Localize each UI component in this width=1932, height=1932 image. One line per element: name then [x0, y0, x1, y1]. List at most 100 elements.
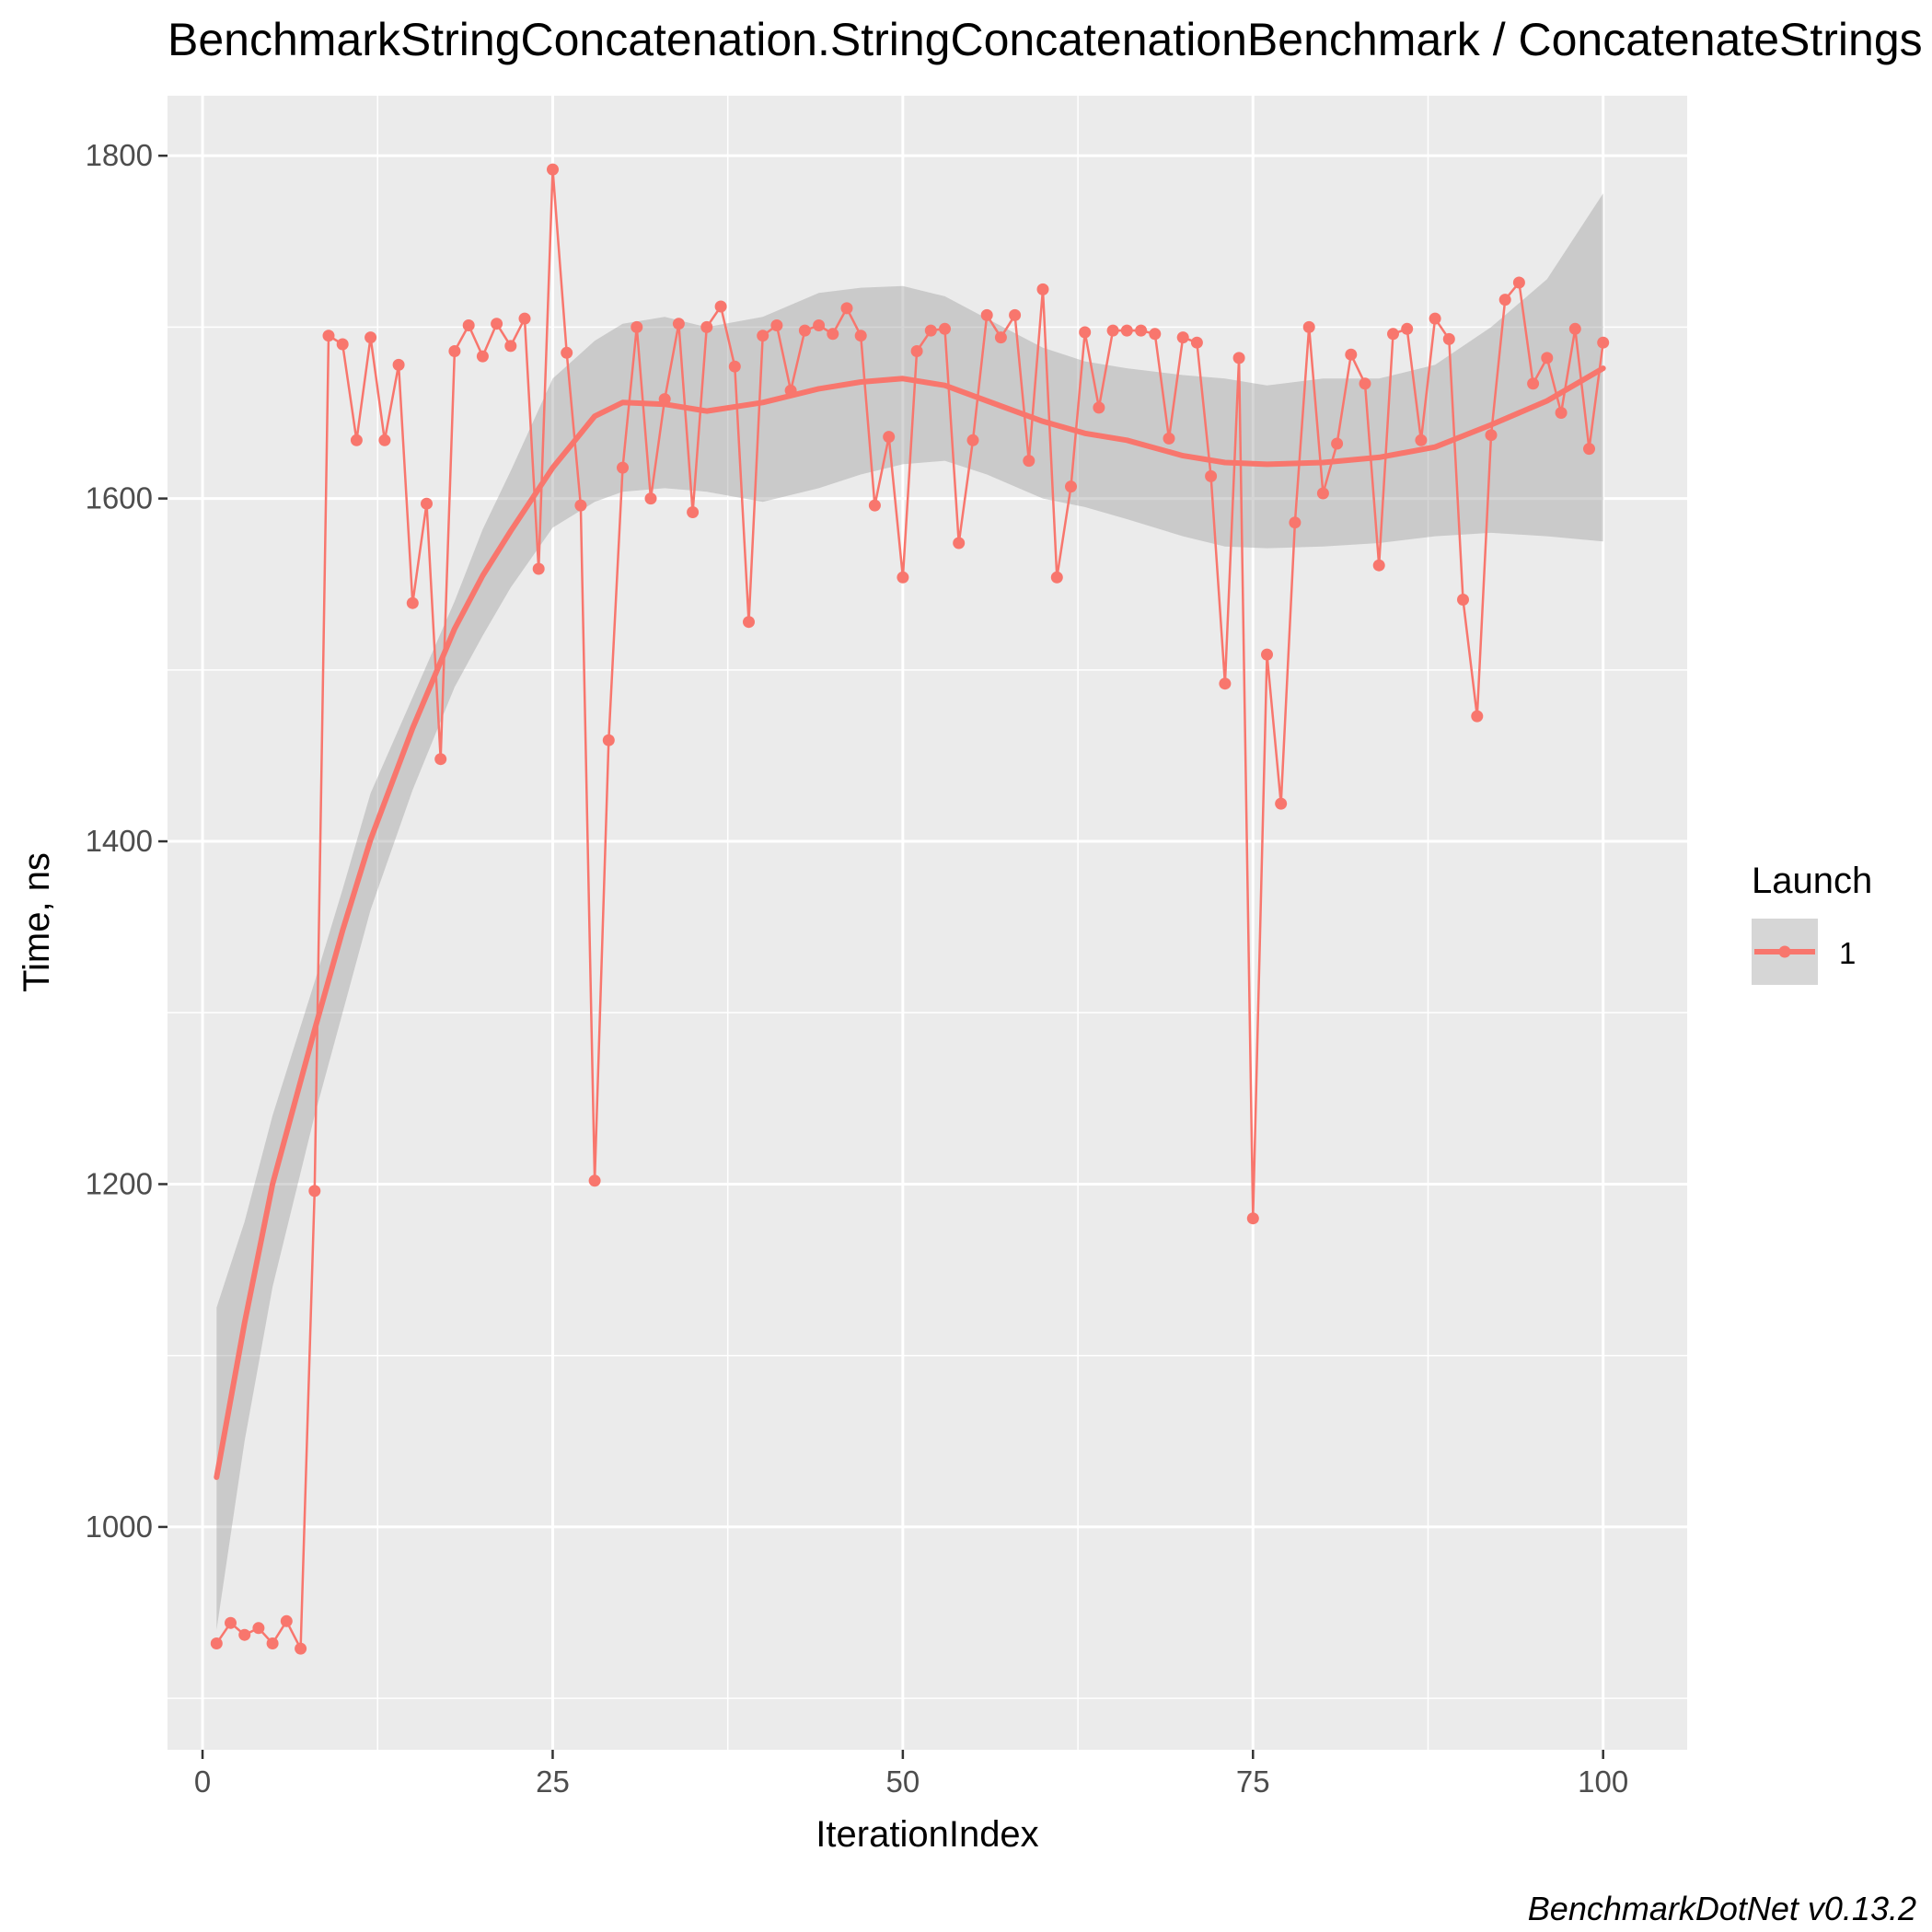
data-point [910, 345, 923, 357]
series-points [210, 163, 1610, 1655]
grid-major [168, 96, 1687, 1750]
data-point [434, 753, 447, 766]
data-point [1359, 377, 1371, 390]
data-point [252, 1622, 265, 1635]
y-tick-label: 1800 [86, 138, 153, 172]
data-point [532, 562, 545, 575]
data-point [1176, 331, 1189, 344]
data-point [1120, 324, 1133, 337]
data-point [574, 499, 587, 512]
data-point [953, 537, 966, 550]
data-point [1023, 455, 1035, 468]
data-point [295, 1642, 307, 1655]
data-point [939, 322, 951, 335]
data-point [266, 1637, 279, 1649]
data-point [743, 616, 755, 629]
data-point [406, 596, 419, 609]
series-line [215, 168, 1604, 1650]
data-point [421, 497, 433, 510]
data-point [378, 434, 391, 446]
data-point [1555, 407, 1568, 419]
data-point [1149, 328, 1162, 341]
data-point [1372, 559, 1385, 572]
data-point [1261, 648, 1273, 661]
x-tick-label: 0 [194, 1764, 211, 1799]
data-point [1009, 308, 1022, 321]
data-point [631, 320, 643, 333]
data-point [491, 318, 503, 330]
data-point [1275, 797, 1288, 810]
x-tick-label: 100 [1578, 1764, 1628, 1799]
y-axis: 1000 1200 1400 1600 1800 [86, 138, 168, 1544]
data-point [1568, 322, 1581, 335]
data-point [1498, 294, 1511, 307]
data-point [1246, 1212, 1259, 1225]
plot-panel [168, 96, 1687, 1750]
data-point [994, 331, 1007, 344]
y-axis-title: Time, ns [17, 852, 57, 992]
data-point [644, 492, 657, 505]
data-point [1232, 352, 1245, 364]
data-point [518, 312, 531, 325]
data-point [728, 360, 741, 373]
y-tick-label: 1400 [86, 824, 153, 858]
smooth-trend-line [214, 365, 1606, 1480]
data-point [1289, 516, 1301, 529]
data-point [617, 461, 629, 474]
y-tick-label: 1200 [86, 1166, 153, 1200]
data-point [924, 324, 937, 337]
y-tick-label: 1000 [86, 1510, 153, 1544]
data-point [1512, 276, 1525, 289]
data-point [1219, 677, 1232, 690]
data-point [1093, 401, 1105, 414]
data-point [798, 324, 811, 337]
chart-title: BenchmarkStringConcatenation.StringConca… [168, 14, 1923, 65]
data-point [392, 358, 405, 371]
data-point [658, 393, 671, 406]
data-point [1429, 312, 1441, 325]
data-point [1302, 320, 1315, 333]
data-point [547, 163, 559, 176]
data-point [813, 319, 826, 331]
chart-caption: BenchmarkDotNet v0.13.2 [1528, 1890, 1916, 1927]
data-point [350, 434, 363, 446]
x-tick-label: 75 [1236, 1764, 1270, 1799]
data-point [462, 319, 475, 331]
data-point [897, 571, 909, 584]
data-point [827, 328, 839, 341]
data-point [561, 346, 573, 359]
data-point [1050, 571, 1063, 584]
data-point [1331, 437, 1344, 450]
data-point [336, 338, 349, 351]
data-point [1597, 336, 1610, 349]
y-tick-label: 1600 [86, 481, 153, 515]
data-point [1163, 432, 1175, 445]
legend-key-point [1778, 945, 1791, 958]
data-point [854, 330, 867, 342]
data-point [602, 734, 615, 746]
x-tick-label: 50 [886, 1764, 920, 1799]
data-point [1527, 377, 1540, 390]
legend: Launch 1 [1752, 861, 1872, 985]
data-point [714, 300, 727, 313]
data-point [1316, 487, 1329, 500]
data-point [504, 340, 517, 353]
data-point [672, 318, 685, 330]
data-point [980, 308, 993, 321]
data-point [784, 384, 797, 397]
data-point [476, 350, 489, 363]
data-point [1106, 324, 1119, 337]
data-point [448, 345, 461, 357]
data-point [868, 499, 881, 512]
data-point [700, 320, 713, 333]
x-axis-title: IterationIndex [816, 1814, 1038, 1855]
data-point [883, 431, 896, 444]
data-point [1345, 348, 1358, 361]
data-point [1485, 429, 1498, 442]
data-point [1190, 336, 1203, 349]
data-point [1079, 326, 1092, 339]
data-point [840, 302, 853, 315]
data-point [966, 434, 979, 446]
data-point [1135, 324, 1148, 337]
